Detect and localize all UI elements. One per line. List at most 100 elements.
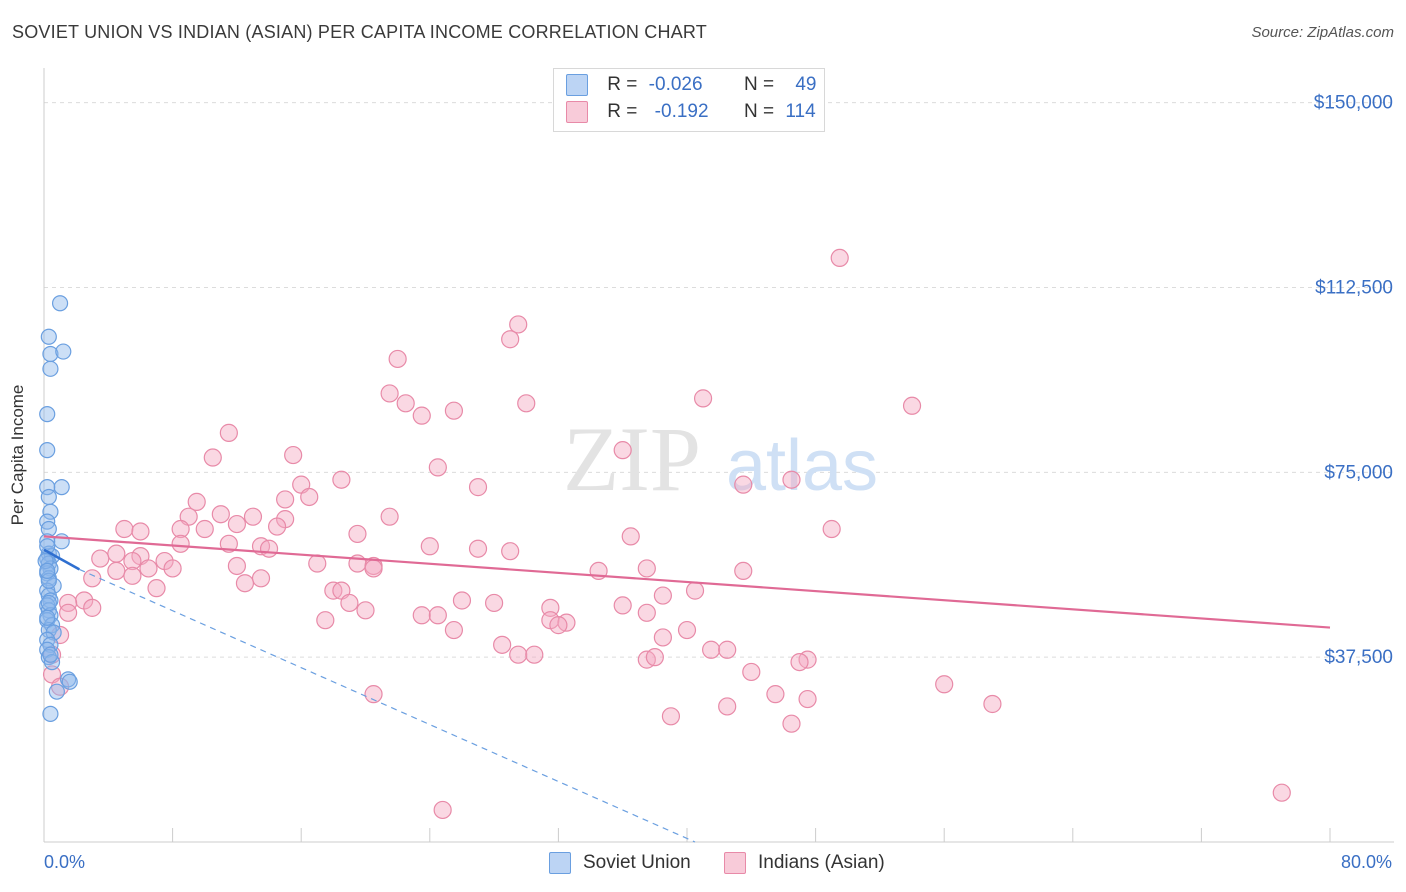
indians-point-35 [348,524,367,544]
soviet-n-label: N = [743,74,775,95]
y-axis-label: Per Capita Income [8,384,27,526]
soviet-n-value: 49 [795,74,817,95]
indians-point-48 [123,551,142,571]
watermark: ZIP atlas [563,408,878,510]
soviet-point-45 [39,538,56,555]
indians-point-92 [702,640,721,659]
indians-point-70 [452,591,472,610]
soviet-point-41 [42,705,59,722]
indians-point-15 [428,458,447,477]
indians-point-10 [902,396,922,415]
indians-point-24 [211,505,230,524]
indians-point-4 [693,389,713,408]
indians-point-59 [734,561,753,581]
indians-point-18 [734,475,753,494]
indians-point-8 [444,401,464,420]
indians-swatch [566,101,588,123]
indians-point-108 [983,694,1002,714]
indians-point-69 [653,586,672,605]
soviet-legend-label: Soviet Union [583,852,691,873]
indians-point-45 [107,544,126,563]
indians-point-13 [284,445,303,465]
soviet-point-3 [55,343,72,360]
indians-point-88 [677,620,697,640]
indians-point-72 [485,593,504,613]
series-legend: Soviet Union Indians (Asian) [0,852,1406,878]
indians-point-11 [613,441,632,460]
soviet-point-48 [39,562,56,580]
soviet-point-6 [39,442,56,459]
indians-point-33 [115,519,134,539]
indians-point-31 [267,517,287,536]
indians-point-109 [718,697,737,716]
indians-point-63 [251,569,271,588]
x-tick-max: 80.0% [1340,852,1392,872]
indians-point-93 [718,640,737,659]
indians-point-68 [685,581,705,600]
y-tick-label-0: $37,500 [1324,647,1393,668]
indians-point-80 [412,606,431,625]
correlation-legend: R = -0.026 N = 49 R = -0.192 N = 114 [553,68,825,132]
indians-point-20 [468,478,488,497]
indians-point-54 [163,559,182,578]
soviet-swatch [566,74,588,96]
soviet-trend-dashed [79,568,696,843]
indians-point-111 [782,714,801,733]
soviet-point-10 [42,503,59,520]
indians-point-12 [219,423,238,442]
watermark-zip: ZIP [563,408,701,510]
soviet-point-5 [39,406,56,423]
indians-point-86 [549,616,568,635]
indians-n-value: 114 [785,101,816,122]
legend-item-soviet[interactable]: Soviet Union [549,852,691,874]
indians-point-47 [91,549,110,568]
indians-point-25 [243,507,263,526]
indians-point-57 [364,559,383,578]
indians-point-61 [123,566,142,585]
indians-point-74 [541,598,560,617]
indians-point-106 [766,685,785,704]
indians-n-label: N = [743,101,775,122]
indians-point-43 [468,539,488,558]
soviet-point-1 [40,328,57,345]
y-tick-label-1: $75,000 [1324,462,1393,483]
indians-point-30 [171,519,190,539]
indians-point-0 [830,248,849,268]
indians-point-1 [509,315,528,334]
indians-point-71 [340,593,359,613]
indians-point-87 [444,620,464,640]
y-tick-label-3: $150,000 [1314,93,1393,114]
indians-point-26 [380,507,399,526]
indians-point-17 [332,470,351,489]
indians-point-103 [742,662,761,682]
indians-point-34 [131,522,150,541]
indians-point-7 [396,394,415,413]
indians-point-105 [364,685,383,704]
soviet-point-46 [42,646,59,663]
indians-legend-swatch [724,852,746,874]
indians-point-79 [59,603,78,622]
indians-point-44 [501,542,520,561]
soviet-r-value: -0.026 [648,74,703,95]
axes [43,68,1394,843]
indians-point-2 [501,330,520,349]
indians-point-104 [935,675,954,694]
soviet-point-40 [48,683,65,700]
indians-point-77 [59,593,78,613]
indians-legend-label: Indians (Asian) [758,852,885,873]
indians-point-16 [782,470,801,489]
indians-point-97 [645,648,664,667]
soviet-point-7 [53,479,70,496]
indians-point-75 [356,601,375,620]
soviet-point-38 [60,671,77,688]
indians-point-3 [388,349,407,369]
legend-item-indians[interactable]: Indians (Asian) [724,852,885,874]
indians-point-112 [433,800,452,820]
indians-point-83 [316,611,335,630]
indians-point-29 [227,514,246,534]
source-label: Source: ZipAtlas.com [1251,24,1394,41]
y-tick-labels: $37,500 $75,000 $112,500 $150,000 [1314,93,1393,669]
indians-r-value: -0.192 [654,101,709,122]
soviet-point-4 [42,360,59,377]
